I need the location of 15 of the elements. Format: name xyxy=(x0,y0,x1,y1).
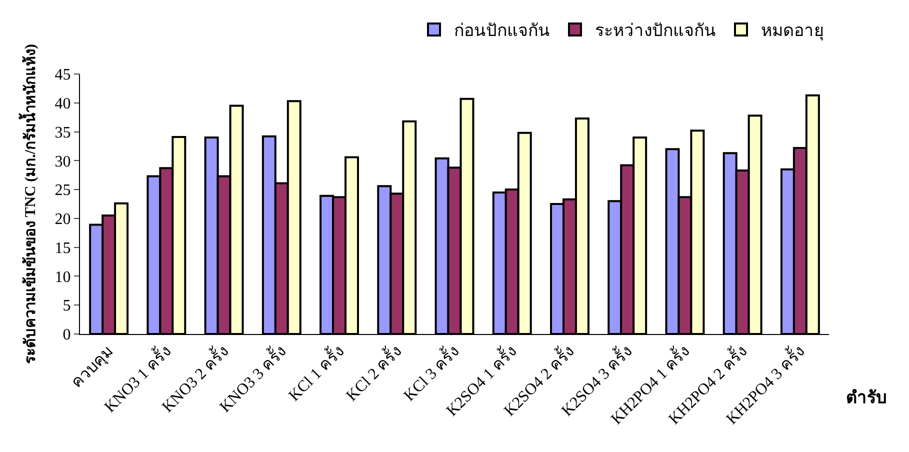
y-tick-label: 45 xyxy=(54,66,71,84)
x-axis-title: ตำรับ xyxy=(846,388,887,407)
y-tick-label: 35 xyxy=(54,124,71,142)
y-tick-label: 40 xyxy=(54,95,71,112)
legend-label: ก่อนปักแจกัน xyxy=(454,21,550,40)
y-tick-label: 5 xyxy=(62,298,71,315)
y-tick-label: 25 xyxy=(54,182,71,200)
y-tick-label: 0 xyxy=(62,326,71,344)
y-tick-label: 20 xyxy=(54,211,71,228)
y-tick-label: 30 xyxy=(54,153,71,170)
y-tick-label: 15 xyxy=(54,240,71,257)
legend-label: ระหว่างปักแจกัน xyxy=(595,21,716,40)
y-tick-label: 10 xyxy=(54,268,71,286)
legend-label: หมดอายุ xyxy=(761,21,824,42)
y-axis-title: ระดับความเข้มข้นของ TNC (มก./กรัมน้ำหนักแห้ง) xyxy=(18,44,40,364)
